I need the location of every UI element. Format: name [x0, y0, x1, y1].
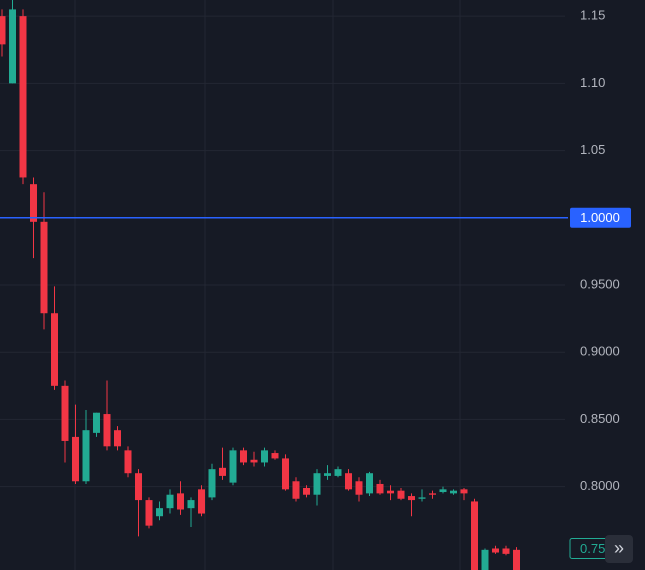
- candle-body: [166, 494, 174, 509]
- candle-body: [40, 221, 48, 314]
- price-label: 1.0000: [580, 210, 620, 225]
- candle-body: [240, 450, 247, 463]
- candle-body: [9, 9, 16, 84]
- candle-body: [114, 430, 121, 447]
- scroll-button[interactable]: »: [605, 535, 633, 563]
- candle-body: [471, 501, 478, 570]
- candle-body: [418, 497, 426, 499]
- candle-body: [460, 489, 468, 494]
- candle-body: [387, 490, 394, 494]
- candle-body: [187, 500, 195, 509]
- candle-body: [72, 436, 79, 482]
- candle-body: [502, 548, 510, 554]
- y-tick-label: 0.8500: [580, 411, 620, 426]
- y-tick-label: 1.15: [580, 8, 605, 23]
- candle-body: [282, 458, 289, 490]
- candle-body: [345, 473, 352, 490]
- candle-body: [156, 508, 163, 517]
- candle-body: [261, 450, 268, 463]
- y-tick-label: 0.8000: [580, 478, 620, 493]
- candle-body: [103, 414, 111, 447]
- candle-body: [271, 453, 279, 459]
- candle-body: [408, 496, 415, 501]
- candle-body: [135, 473, 142, 501]
- candle-body: [229, 450, 237, 483]
- y-tick-label: 0.9000: [580, 344, 620, 359]
- candle-body: [30, 184, 37, 222]
- candle-body: [481, 549, 489, 570]
- candle-body: [0, 16, 6, 45]
- candle-body: [376, 483, 384, 494]
- candle-body: [292, 481, 300, 499]
- candle-body: [492, 548, 499, 553]
- candle-body: [208, 469, 216, 498]
- candle-body: [334, 469, 342, 476]
- candle-body: [145, 500, 153, 526]
- candle-body: [61, 385, 69, 441]
- candle-body: [19, 16, 27, 178]
- last-price-label: 0.75: [580, 541, 605, 556]
- candle-body: [93, 412, 100, 433]
- candle-body: [219, 467, 226, 476]
- candle-body: [124, 450, 132, 474]
- candle-body: [450, 490, 457, 494]
- candle-body: [198, 489, 205, 514]
- candle-body: [177, 493, 184, 510]
- candle-body: [439, 489, 447, 493]
- candle-body: [51, 313, 58, 386]
- candle-body: [250, 459, 258, 463]
- candle-body: [397, 490, 405, 499]
- candle-body: [313, 473, 321, 495]
- y-tick-label: 0.9500: [580, 276, 620, 291]
- candle-body: [324, 473, 331, 476]
- candle-body: [513, 549, 520, 570]
- candle-body: [355, 481, 363, 495]
- candle-body: [366, 473, 373, 494]
- y-tick-label: 1.05: [580, 142, 605, 157]
- candle-body: [82, 430, 90, 482]
- candle-body: [303, 487, 310, 495]
- price-badge: [570, 207, 631, 228]
- candle-body: [429, 493, 436, 495]
- y-tick-label: 1.10: [580, 75, 605, 90]
